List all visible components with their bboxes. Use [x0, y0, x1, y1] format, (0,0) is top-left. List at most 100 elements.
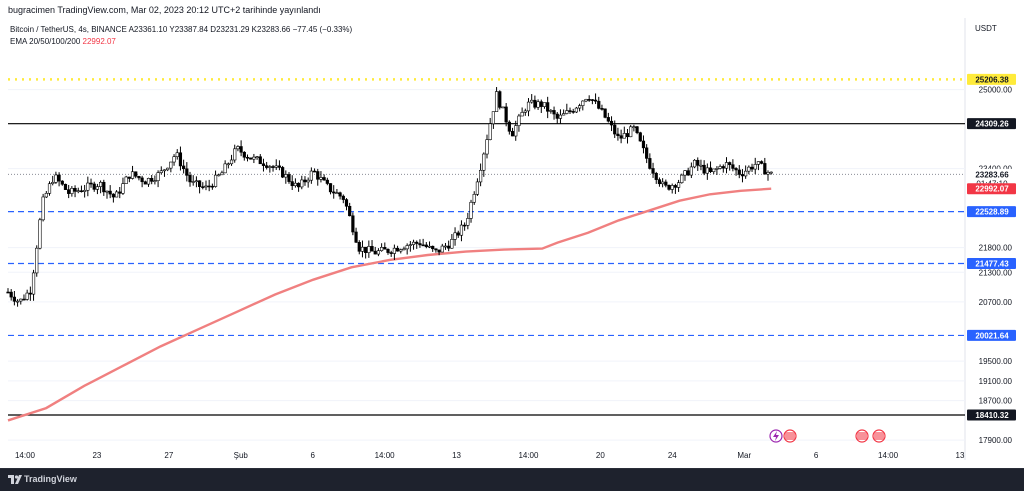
tag-dashed-3-bg [967, 258, 1016, 270]
candle-body-202 [651, 168, 655, 174]
candle-body-194 [625, 133, 630, 138]
candle-body-51 [169, 161, 173, 169]
candle-body-60 [197, 180, 202, 187]
candle-body-220 [708, 167, 713, 172]
candle-body-24 [83, 189, 87, 192]
candle-body-173 [558, 114, 563, 119]
candle-body-69 [226, 163, 230, 166]
ohlc-values: A23361.10 Y23387.84 D23231.29 K23283.66 … [128, 25, 353, 34]
candles-layer [6, 87, 773, 307]
candle-body-167 [539, 101, 543, 107]
candle-body-165 [533, 99, 537, 108]
candle-body-188 [606, 117, 610, 122]
tag-solid-1[interactable]: 24309.26 [967, 118, 1016, 130]
candle-body-156 [504, 106, 508, 123]
tag-solid-1-label: 24309.26 [975, 120, 1009, 129]
candle-body-106 [344, 199, 349, 207]
tag-dotted-0[interactable]: 25206.38 [967, 73, 1016, 85]
candle-body-102 [332, 191, 336, 194]
candle-body-227 [731, 164, 735, 169]
candle-body-73 [239, 146, 243, 153]
candle-body-112 [364, 246, 368, 253]
candle-body-222 [715, 168, 719, 170]
footer-bar: TradingView [0, 468, 1024, 491]
candle-body-162 [523, 110, 527, 113]
candle-body-118 [383, 247, 387, 250]
candle-body-166 [536, 101, 540, 108]
tag-dashed-2[interactable]: 22528.89 [967, 206, 1016, 218]
candle-body-89 [290, 181, 294, 187]
candle-body-207 [667, 184, 671, 190]
candle-body-235 [756, 161, 761, 165]
candle-body-18 [63, 183, 68, 190]
candle-body-123 [399, 249, 403, 252]
event-icons[interactable] [769, 429, 886, 443]
candle-body-177 [571, 111, 575, 113]
candle-body-215 [692, 159, 697, 168]
candle-body-2 [12, 296, 16, 302]
time-tick-13: 13 [956, 451, 965, 460]
candle-body-148 [479, 169, 483, 183]
candle-body-20 [70, 188, 74, 194]
candle-body-228 [734, 168, 738, 171]
candle-body-48 [159, 170, 163, 173]
tradingview-logo-icon [8, 475, 22, 484]
candle-body-141 [456, 232, 460, 236]
candle-body-204 [657, 179, 662, 185]
candle-body-104 [338, 192, 342, 197]
candle-body-13 [47, 183, 52, 194]
candle-body-45 [150, 178, 154, 182]
candle-body-70 [229, 159, 234, 165]
candle-body-54 [178, 152, 183, 167]
candle-body-63 [207, 185, 211, 188]
candle-body-191 [616, 133, 620, 136]
candle-body-29 [99, 181, 103, 187]
candle-body-44 [146, 178, 151, 185]
candle-body-19 [67, 189, 71, 194]
candle-body-143 [463, 224, 467, 227]
symbol-legend[interactable]: Bitcoin / TetherUS, 4s, BINANCE A23361.1… [10, 25, 352, 34]
tag-ema[interactable]: 22992.07 [967, 183, 1016, 195]
candle-body-35 [118, 191, 122, 194]
candle-body-138 [447, 245, 451, 249]
candle-body-129 [418, 243, 422, 246]
candle-body-233 [750, 166, 754, 170]
ema-legend[interactable]: EMA 20/50/100/200 22992.07 [10, 37, 116, 46]
tag-ema-label: 22992.07 [975, 185, 1009, 194]
candle-body-14 [51, 182, 55, 185]
candle-body-198 [638, 132, 642, 142]
candle-body-11 [41, 196, 45, 221]
candle-body-85 [277, 165, 282, 168]
candle-body-230 [740, 174, 745, 177]
tag-solid-5[interactable]: 18410.32 [967, 409, 1016, 421]
candle-body-74 [242, 151, 246, 158]
candle-body-155 [501, 106, 505, 109]
candle-body-122 [395, 247, 400, 252]
candle-body-111 [360, 246, 365, 252]
candle-body-110 [357, 241, 361, 252]
candle-body-10 [38, 219, 42, 249]
candle-body-199 [641, 140, 646, 149]
flag-stripes [785, 432, 795, 440]
candle-body-193 [622, 133, 626, 139]
candle-body-107 [348, 205, 352, 217]
candle-body-82 [268, 166, 272, 168]
candle-body-201 [648, 158, 652, 169]
price-tick-8: 25000.00 [979, 86, 1013, 95]
candle-body-239 [769, 171, 773, 174]
candle-body-4 [19, 298, 23, 302]
candle-body-49 [162, 169, 167, 172]
tag-dashed-3[interactable]: 21477.43 [967, 258, 1016, 270]
candle-body-133 [431, 245, 435, 250]
candle-body-57 [188, 175, 192, 183]
candle-body-200 [645, 147, 649, 159]
candle-body-61 [201, 186, 205, 188]
tag-dashed-4[interactable]: 20021.64 [967, 329, 1016, 341]
candle-body-65 [213, 174, 218, 187]
candle-body-151 [488, 123, 492, 140]
publisher-line: bugracimen TradingView.com, Mar 02, 2023… [8, 5, 321, 15]
candle-body-160 [517, 115, 521, 126]
candle-body-128 [415, 241, 419, 244]
price-chart[interactable]: 17900.00 18700.00 19100.00 19500.00 20700.00… [0, 0, 1024, 468]
level-lines-layer [8, 78, 965, 416]
